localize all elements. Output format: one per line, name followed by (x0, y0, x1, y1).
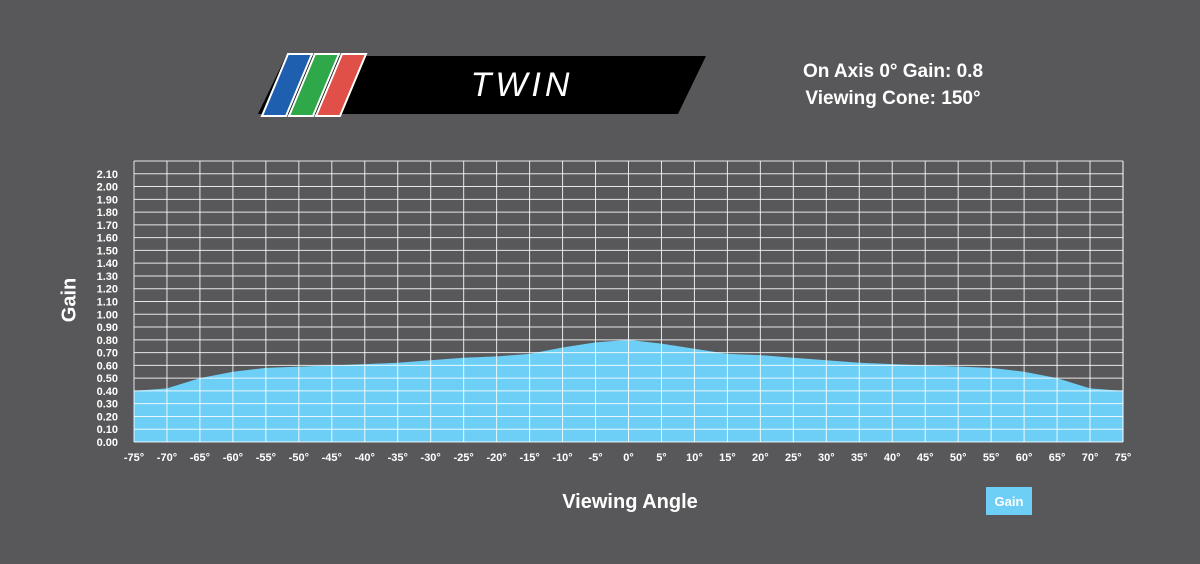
y-tick-label: 1.70 (97, 220, 118, 232)
x-tick-label: -20° (486, 452, 506, 464)
x-tick-label: 35° (851, 452, 868, 464)
y-tick-label: 0.50 (97, 373, 118, 385)
x-tick-label: 15° (719, 452, 736, 464)
x-tick-label: -75° (124, 452, 144, 464)
y-tick-label: 1.90 (97, 194, 118, 206)
y-tick-label: 2.00 (97, 182, 118, 194)
red-stripe (314, 53, 368, 117)
y-tick-label: 1.00 (97, 309, 118, 321)
x-tick-label: -70° (157, 452, 177, 464)
blue-stripe (260, 53, 314, 117)
y-tick-label: 1.30 (97, 271, 118, 283)
x-tick-label: -30° (421, 452, 441, 464)
x-tick-label: 10° (686, 452, 703, 464)
x-tick-label: 25° (785, 452, 802, 464)
x-tick-label: 65° (1049, 452, 1066, 464)
x-tick-label: -60° (223, 452, 243, 464)
product-banner: TWIN (258, 53, 706, 117)
spec-summary: On Axis 0° Gain: 0.8 Viewing Cone: 150° (768, 58, 1018, 112)
x-axis-label: Viewing Angle (562, 491, 698, 513)
x-axis-ticks: -75° -70° -65° -60° -55° -50° -45° -40° -35° -30°… (124, 452, 1131, 464)
x-tick-label: 45° (917, 452, 934, 464)
product-name: TWIN (471, 66, 574, 104)
y-tick-label: 0.60 (97, 360, 118, 372)
x-tick-label: -40° (355, 452, 375, 464)
y-tick-label: 1.20 (97, 284, 118, 296)
y-tick-label: 2.10 (97, 169, 118, 181)
x-tick-label: 75° (1115, 452, 1132, 464)
y-tick-label: 0.90 (97, 322, 118, 334)
x-tick-label: 30° (818, 452, 835, 464)
y-axis-label: Gain (58, 277, 81, 323)
x-tick-label: -5° (588, 452, 602, 464)
y-tick-label: 1.60 (97, 233, 118, 245)
x-tick-label: 60° (1016, 452, 1033, 464)
x-tick-label: -45° (322, 452, 342, 464)
x-tick-label: 55° (983, 452, 1000, 464)
y-tick-label: 0.70 (97, 348, 118, 360)
y-tick-label: 1.50 (97, 245, 118, 257)
green-stripe (287, 53, 341, 117)
x-tick-label: 50° (950, 452, 967, 464)
y-tick-label: 0.80 (97, 335, 118, 347)
y-tick-label: 0.00 (97, 437, 118, 449)
x-tick-label: 5° (656, 452, 667, 464)
x-tick-label: -55° (256, 452, 276, 464)
y-tick-label: 0.10 (97, 424, 118, 436)
x-tick-label: 0° (623, 452, 634, 464)
x-tick-label: -15° (519, 452, 539, 464)
viewing-cone-text: Viewing Cone: 150° (805, 88, 981, 109)
x-tick-label: -35° (388, 452, 408, 464)
x-tick-label: 40° (884, 452, 901, 464)
x-tick-label: 20° (752, 452, 769, 464)
y-tick-label: 0.40 (97, 386, 118, 398)
y-axis-ticks: 0.000.100.200.300.400.500.600.700.800.90… (97, 169, 118, 449)
x-tick-label: -50° (289, 452, 309, 464)
on-axis-gain-text: On Axis 0° Gain: 0.8 (802, 61, 984, 82)
x-tick-label: -65° (190, 452, 210, 464)
grid-lines (133, 160, 1124, 443)
legend-gain: Gain (986, 487, 1032, 515)
x-tick-label: -25° (454, 452, 474, 464)
y-tick-label: 1.80 (97, 207, 118, 219)
y-tick-label: 0.20 (97, 411, 118, 423)
y-tick-label: 0.30 (97, 399, 118, 411)
banner-background (258, 56, 706, 114)
y-tick-label: 1.40 (97, 258, 118, 270)
y-tick-label: 1.10 (97, 297, 118, 309)
x-tick-label: -10° (552, 452, 572, 464)
x-tick-label: 70° (1082, 452, 1099, 464)
